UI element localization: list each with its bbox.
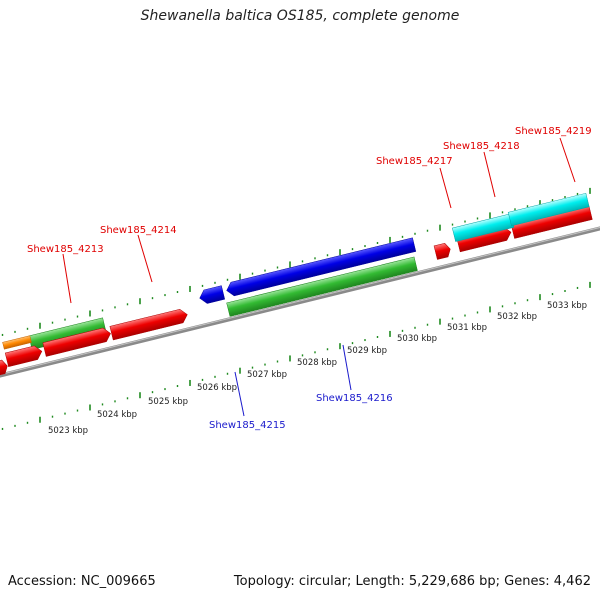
gene-label[interactable]: Shew185_4214 bbox=[100, 225, 177, 236]
genome-summary: Topology: circular; Length: 5,229,686 bp… bbox=[233, 574, 591, 589]
gene-leader-line bbox=[559, 137, 576, 183]
gene-label[interactable]: Shew185_4215 bbox=[209, 420, 286, 431]
page-title: Shewanella baltica OS185, complete genom… bbox=[140, 8, 460, 24]
genome-backbone bbox=[0, 226, 600, 378]
gene-label[interactable]: Shew185_4219 bbox=[515, 126, 592, 137]
gene-feature-green[interactable] bbox=[226, 256, 418, 317]
gene-leader-line bbox=[439, 167, 452, 209]
kbp-tick-label: 5025 kbp bbox=[148, 397, 188, 407]
gene-feature-red[interactable] bbox=[433, 242, 452, 260]
kbp-tick-label: 5027 kbp bbox=[247, 370, 287, 380]
kbp-tick-label: 5026 kbp bbox=[197, 383, 237, 393]
gene-leader-line bbox=[62, 253, 72, 304]
gene-label[interactable]: Shew185_4217 bbox=[376, 156, 453, 167]
gene-feature-red[interactable] bbox=[42, 327, 112, 357]
gene-feature-cyan[interactable] bbox=[507, 192, 590, 227]
gene-feature-red[interactable] bbox=[4, 344, 43, 367]
kbp-tick-label: 5030 kbp bbox=[397, 334, 437, 344]
gene-label[interactable]: Shew185_4218 bbox=[443, 141, 520, 152]
kbp-tick-label: 5033 kbp bbox=[547, 301, 587, 311]
gene-label[interactable]: Shew185_4216 bbox=[316, 393, 393, 404]
gene-label[interactable]: Shew185_4213 bbox=[27, 244, 104, 255]
kbp-tick-label: 5032 kbp bbox=[497, 312, 537, 322]
gene-feature-cyan[interactable] bbox=[452, 213, 515, 242]
gene-feature-red[interactable] bbox=[109, 308, 189, 341]
gene-leader-line bbox=[342, 344, 352, 391]
gene-feature-blue[interactable] bbox=[225, 237, 417, 298]
kbp-tick-label: 5028 kbp bbox=[297, 358, 337, 368]
genome-backbone-highlight bbox=[0, 226, 600, 376]
gene-leader-line bbox=[137, 234, 153, 283]
kbp-tick-label: 5024 kbp bbox=[97, 410, 137, 420]
gene-feature-orange[interactable] bbox=[2, 335, 32, 350]
gene-feature-red[interactable] bbox=[0, 359, 9, 376]
gene-feature-blue[interactable] bbox=[198, 285, 226, 305]
lower-tick-track bbox=[1, 281, 591, 430]
kbp-tick-label: 5029 kbp bbox=[347, 346, 387, 356]
kbp-tick-label: 5023 kbp bbox=[48, 426, 88, 436]
gene-leader-line bbox=[234, 371, 245, 417]
accession-label: Accession: NC_009665 bbox=[8, 574, 156, 589]
kbp-tick-label: 5031 kbp bbox=[447, 323, 487, 333]
gene-leader-line bbox=[483, 151, 496, 198]
upper-tick-track bbox=[1, 187, 591, 336]
